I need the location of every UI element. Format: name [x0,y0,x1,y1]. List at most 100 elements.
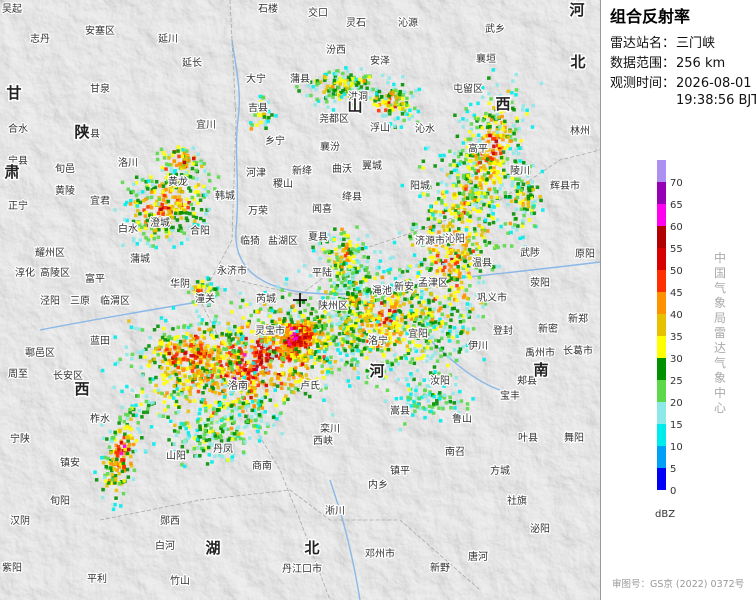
echo [195,362,199,366]
echo [390,362,395,366]
echo [180,444,185,449]
echo [173,346,177,350]
echo [502,168,506,173]
echo [333,75,338,79]
echo [374,317,379,322]
echo [205,356,210,360]
echo [428,250,433,254]
echo [425,332,430,336]
echo [337,79,341,84]
echo [236,425,241,429]
echo [458,347,463,351]
echo [366,81,371,85]
echo [250,123,254,127]
echo [172,354,176,359]
echo [438,317,442,321]
echo [421,166,425,170]
echo [172,384,176,388]
echo [116,454,120,458]
echo [459,183,463,188]
echo [207,445,211,450]
echo [473,196,478,200]
echo [211,429,215,433]
echo [482,264,487,268]
echo [158,365,162,369]
echo [456,154,461,159]
echo [430,279,434,283]
echo [303,318,307,323]
echo [265,392,269,396]
echo [239,389,243,394]
echo [197,322,201,326]
region-label: 河 [569,1,584,19]
echo [464,228,469,232]
echo [472,161,476,166]
echo [239,330,243,334]
echo [230,431,234,436]
echo [266,347,270,351]
echo [311,335,316,339]
echo [121,455,126,460]
echo [294,326,299,330]
echo [190,286,194,291]
echo [327,259,331,263]
echo [398,292,403,296]
echo [191,354,196,358]
place-label: 高平 [468,142,488,155]
echo [138,200,143,205]
echo [268,334,272,338]
echo [480,195,484,199]
echo [356,237,360,241]
echo [323,78,327,82]
echo [285,353,289,357]
echo [170,188,174,192]
echo [202,330,207,334]
echo [234,399,239,404]
echo [334,247,338,252]
echo [254,330,258,334]
echo [453,406,457,410]
echo [108,429,112,434]
echo [182,165,186,170]
echo [384,113,389,118]
echo [196,343,200,348]
echo [380,95,384,99]
echo [376,298,381,302]
echo [136,427,140,431]
echo [431,411,436,415]
place-label: 新郑 [568,312,588,325]
place-label: 汉阴 [10,515,30,527]
echo [227,382,232,387]
echo [177,410,181,414]
echo [198,424,202,428]
echo [190,369,195,373]
echo [204,192,209,197]
echo [449,293,453,298]
echo [236,397,241,401]
echo [257,403,261,407]
echo [302,326,307,331]
echo [418,269,423,274]
echo [203,169,207,173]
echo [243,353,247,357]
echo [349,346,354,350]
echo [526,181,530,185]
echo [163,370,168,374]
echo [330,321,334,326]
echo [448,352,452,356]
echo [452,277,457,282]
place-label: 旬邑 [55,162,75,175]
echo [426,302,431,307]
echo [359,349,363,354]
echo [514,148,518,152]
echo [465,407,470,411]
echo [446,250,450,254]
echo [396,362,401,366]
echo [300,313,304,318]
echo [185,218,190,223]
echo [136,191,141,196]
echo [417,87,422,92]
echo [193,291,198,295]
echo [237,377,242,381]
place-label: 宜川 [196,118,216,131]
